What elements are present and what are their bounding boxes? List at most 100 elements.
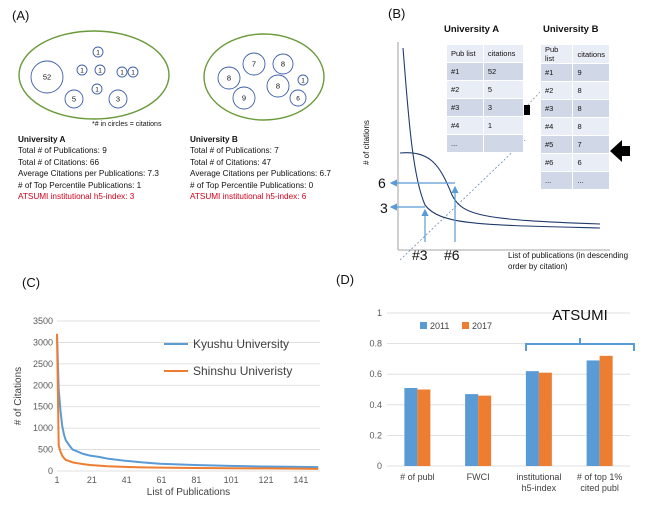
citation-circle (92, 46, 104, 58)
panel-label-b: (B) (388, 6, 406, 21)
table-cell: 1 (482, 116, 525, 135)
table-cell: 8 (572, 117, 610, 136)
table-a-header: citations (482, 44, 525, 63)
citation-circle (266, 74, 290, 98)
c-ytick-label: 1500 (33, 402, 53, 412)
c-ytick-label: 3500 (33, 316, 53, 326)
circle-label: 8 (276, 82, 280, 91)
b-mark-x3: #3 (412, 247, 428, 263)
c-xlabel: List of Publications (147, 487, 230, 498)
d-bracket (525, 338, 635, 351)
b-dotted-link-b (524, 91, 541, 109)
table-b-title: University B (543, 24, 599, 35)
table-row: #4 8 (539, 117, 610, 136)
d-bar (525, 371, 539, 466)
d-category-label: institutional (516, 472, 561, 482)
table-b-header: citations (572, 44, 610, 64)
citation-circle (242, 52, 266, 76)
univ-b-ellipse (203, 33, 325, 121)
table-cell (482, 134, 525, 153)
citation-circle (289, 89, 307, 107)
d-category-label: cited publ (580, 483, 619, 493)
b-mark-6: 6 (378, 175, 386, 191)
citation-circle (232, 86, 256, 110)
univ-a-line: Total # of Publications: 9 (18, 146, 107, 156)
univ-b-h5: ATSUMI institutional h5-index: 6 (190, 192, 307, 202)
d-bar (586, 360, 600, 466)
table-row: #4 1 (446, 116, 525, 135)
panel-label-d: (D) (336, 272, 355, 287)
c-xtick-label: 121 (258, 475, 273, 485)
table-cell: 5 (482, 80, 525, 99)
c-xtick-label: 81 (191, 475, 201, 485)
table-cell: 8 (572, 99, 610, 118)
table-a-header-row: Pub list citations (446, 44, 525, 63)
pointer-arrow-b-icon (610, 140, 630, 162)
univ-b-line: Total # of Citations: 47 (190, 157, 272, 167)
c-xtick-label: 21 (87, 475, 97, 485)
d-bar (478, 395, 492, 466)
table-row: #3 3 (446, 98, 525, 117)
table-cell: 52 (482, 62, 525, 81)
table-cell: #1 (446, 62, 484, 81)
circle-label: 1 (120, 70, 124, 77)
b-ylabel: # of citations (362, 120, 371, 165)
d-legend-label: 2011 (430, 321, 449, 331)
citation-circle (76, 64, 88, 76)
circle-label: 6 (296, 96, 300, 103)
table-row: #6 6 (539, 153, 610, 172)
table-cell: #6 (539, 153, 574, 172)
table-b-header-row: Pub list citations (539, 44, 610, 64)
table-cell: #4 (446, 116, 484, 135)
table-row: #3 8 (539, 99, 610, 118)
circle-label: 3 (116, 95, 120, 104)
circle-label: 7 (252, 60, 256, 69)
c-ytick-label: 500 (38, 445, 53, 455)
univ-a-title: University A (18, 135, 66, 144)
table-cell: #3 (446, 98, 484, 117)
univ-b-title: University B (190, 135, 238, 144)
c-xtick-label: 61 (156, 475, 166, 485)
table-cell: #4 (539, 117, 574, 136)
citation-circle (108, 89, 128, 109)
citation-circle (272, 53, 294, 75)
univ-b-stats: University B Total # of Publications: 7 … (190, 134, 331, 202)
circle-footnote: *# in circles = citations (92, 121, 162, 128)
c-series-line (56, 333, 319, 469)
univ-b-line: Total # of Publications: 7 (190, 146, 279, 156)
univ-a-line: Average Citations per Publications: 7.3 (18, 169, 159, 179)
d-bar (538, 372, 552, 466)
d-bar (404, 387, 418, 466)
table-a-header: Pub list (446, 44, 484, 63)
table-row: #5 7 (539, 135, 610, 154)
c-ytick-label: 3000 (33, 337, 53, 347)
d-category-label: h5-index (522, 483, 557, 493)
table-cell: 6 (572, 153, 610, 172)
d-ytick-label: 0.4 (369, 400, 382, 410)
panel-label-a: (A) (12, 8, 30, 23)
d-ytick-label: 1 (377, 308, 382, 318)
d-category-label: # of top 1% (577, 472, 623, 482)
table-cell: ... (539, 171, 574, 190)
c-xtick-label: 1 (54, 475, 59, 485)
c-legend-label: Shinshu Univeristy (193, 364, 292, 378)
table-b: Pub list citations #1 9 #2 8 #3 8 #4 8 #5 7 #6… (539, 44, 610, 190)
d-category-label: # of publ (400, 472, 435, 482)
b-mark-x6: #6 (444, 247, 460, 263)
circle-label: 1 (80, 68, 84, 75)
univ-a-h5: ATSUMI institutional h5-index: 3 (18, 192, 135, 202)
d-ytick-label: 0.2 (369, 430, 382, 440)
circle-label: 1 (98, 68, 102, 75)
circle-label: 1 (95, 87, 99, 94)
univ-b-line: Average Citations per Publications: 6.7 (190, 169, 331, 179)
d-legend-swatch (420, 322, 427, 329)
citation-circle (297, 74, 309, 86)
d-ytick-label: 0 (377, 461, 382, 471)
table-cell: ... (572, 171, 610, 190)
citation-circle (91, 83, 103, 95)
circle-label: 5 (72, 95, 76, 104)
univ-a-ellipse (18, 30, 170, 120)
circle-label: 1 (131, 70, 135, 77)
circle-label: 1 (96, 50, 100, 57)
